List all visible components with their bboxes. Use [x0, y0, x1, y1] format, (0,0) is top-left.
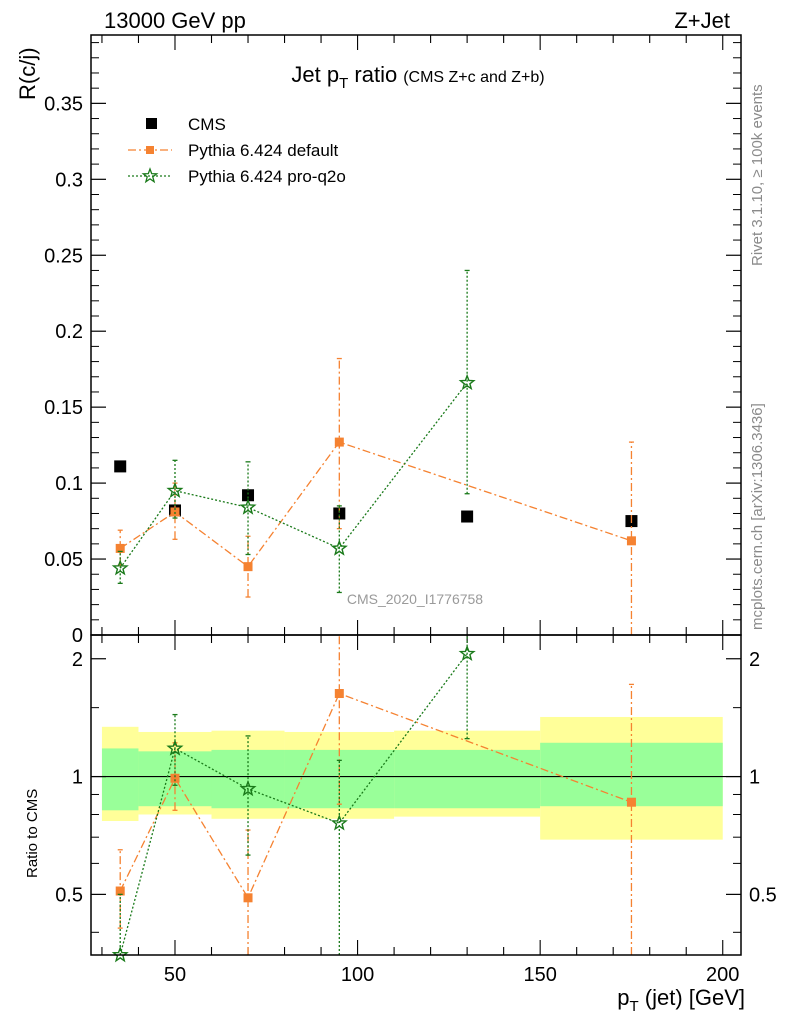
main-y-tick-label: 0.2: [55, 321, 83, 343]
main-pythia-6-424-default-point: [170, 507, 180, 517]
ratio-inner-band: [101, 748, 139, 811]
main-y-tick-label: 0.05: [44, 549, 83, 571]
ratio-pythia-6-424-pro-q2o-line: [119, 653, 468, 956]
ratio-pythia-6-424-default-point: [243, 893, 253, 903]
ratio-y-tick-label-right: 2: [749, 649, 760, 671]
ratio-pythia-6-424-default-point: [626, 797, 636, 807]
ratio-y-tick-label-right: 0.5: [749, 884, 777, 906]
ratio-uncertainty-bands: [101, 716, 723, 840]
main-y-tick-label: 0: [72, 625, 83, 647]
ratio-plot-area: [111, 635, 636, 963]
xlabel-rest: (jet) [GeV]: [639, 985, 745, 1010]
x-tick-label: 50: [164, 964, 186, 986]
ratio-pythia-6-424-default-line: [119, 692, 632, 900]
main-y-tick-label: 0.35: [44, 93, 83, 115]
ratio-pythia-6-424-pro-q2o-point: [166, 739, 184, 756]
header-left: 13000 GeV pp: [104, 8, 246, 33]
title-sub: T: [339, 75, 348, 92]
ratio-pythia-6-424-default-point: [334, 689, 344, 699]
ratio-inner-band: [394, 749, 541, 809]
x-tick-label: 150: [523, 964, 556, 986]
main-cms-point: [242, 489, 255, 502]
main-cms-point: [333, 507, 346, 520]
main-pythia-6-424-pro-q2o-point: [166, 481, 184, 499]
ratio-pythia-6-424-default-point: [115, 886, 125, 896]
title-rest: ratio: [348, 62, 397, 87]
x-tick-label: 100: [341, 964, 374, 986]
legend: CMS Pythia 6.424 default Pythia 6.424 pr…: [128, 115, 346, 186]
main-pythia-6-424-default-point: [115, 543, 125, 553]
main-title: Jet pT ratio (CMS Z+c and Z+b): [291, 62, 544, 92]
main-pythia-6-424-pro-q2o-point: [330, 539, 348, 556]
title-main: Jet p: [291, 62, 339, 87]
mcplots-label: mcplots.cern.ch [arXiv:1306.3436]: [749, 403, 766, 630]
main-cms-point: [114, 460, 127, 473]
main-pythia-6-424-default-line: [119, 441, 632, 568]
main-pythia-6-424-default-point: [626, 536, 636, 546]
main-y-tick-label: 0.3: [55, 169, 83, 191]
header-right: Z+Jet: [674, 8, 730, 33]
ratio-y-tick-label-right: 1: [749, 767, 760, 789]
main-pythia-6-424-pro-q2o-point: [111, 559, 129, 576]
xlabel-main: p: [617, 985, 629, 1010]
ratio-ticks: 0.5 0.5 1 1 2 2 50 100 150 200: [55, 635, 777, 986]
ratio-pythia-6-424-pro-q2o-point: [458, 644, 476, 662]
legend-marker-cms: [146, 118, 157, 129]
ratio-pythia-6-424-pro-q2o-point: [111, 945, 129, 963]
analysis-watermark: CMS_2020_I1776758: [347, 591, 483, 607]
main-pythia-6-424-pro-q2o-line: [119, 382, 468, 569]
main-y-label: R(c/j): [15, 47, 40, 100]
x-tick-label: 200: [706, 964, 739, 986]
x-axis-label: pT (jet) [GeV]: [617, 985, 745, 1015]
main-pythia-6-424-pro-q2o-point: [239, 498, 257, 515]
main-pythia-6-424-default-point: [334, 437, 344, 447]
legend-label-cms: CMS: [188, 115, 226, 134]
main-panel: 0 0.05 0.1 0.15 0.2 0.25 0.3 0.35: [44, 34, 742, 647]
main-y-tick-label: 0.15: [44, 397, 83, 419]
ratio-pythia-6-424-pro-q2o-point: [330, 814, 348, 831]
ratio-y-tick-label-left: 0.5: [55, 884, 83, 906]
main-y-tick-label: 0.25: [44, 245, 83, 267]
main-pythia-6-424-pro-q2o-point: [458, 373, 476, 391]
legend-label-proq2o: Pythia 6.424 pro-q2o: [188, 167, 346, 186]
title-paren: (CMS Z+c and Z+b): [403, 69, 544, 86]
main-pythia-6-424-default-point: [243, 562, 253, 572]
main-cms-point: [461, 510, 474, 523]
ratio-panel: 0.5 0.5 1 1 2 2 50 100 150 200: [55, 634, 777, 986]
ratio-frame: [90, 634, 742, 956]
ratio-y-tick-label-left: 2: [72, 649, 83, 671]
ratio-pythia-6-424-default-point: [170, 773, 180, 783]
ratio-y-label: Ratio to CMS: [24, 789, 41, 878]
main-y-tick-label: 0.1: [55, 473, 83, 495]
legend-marker-proq2o: [141, 167, 159, 184]
ratio-pythia-6-424-pro-q2o-point: [239, 779, 257, 797]
rivet-label: Rivet 3.1.10, ≥ 100k events: [749, 84, 766, 266]
main-plot-area: [111, 269, 638, 635]
legend-marker-default: [146, 146, 154, 154]
legend-label-default: Pythia 6.424 default: [188, 141, 339, 160]
ratio-y-tick-label-left: 1: [72, 767, 83, 789]
main-ticks: 0 0.05 0.1 0.15 0.2 0.25 0.3 0.35: [44, 35, 741, 647]
xlabel-sub: T: [629, 998, 638, 1015]
